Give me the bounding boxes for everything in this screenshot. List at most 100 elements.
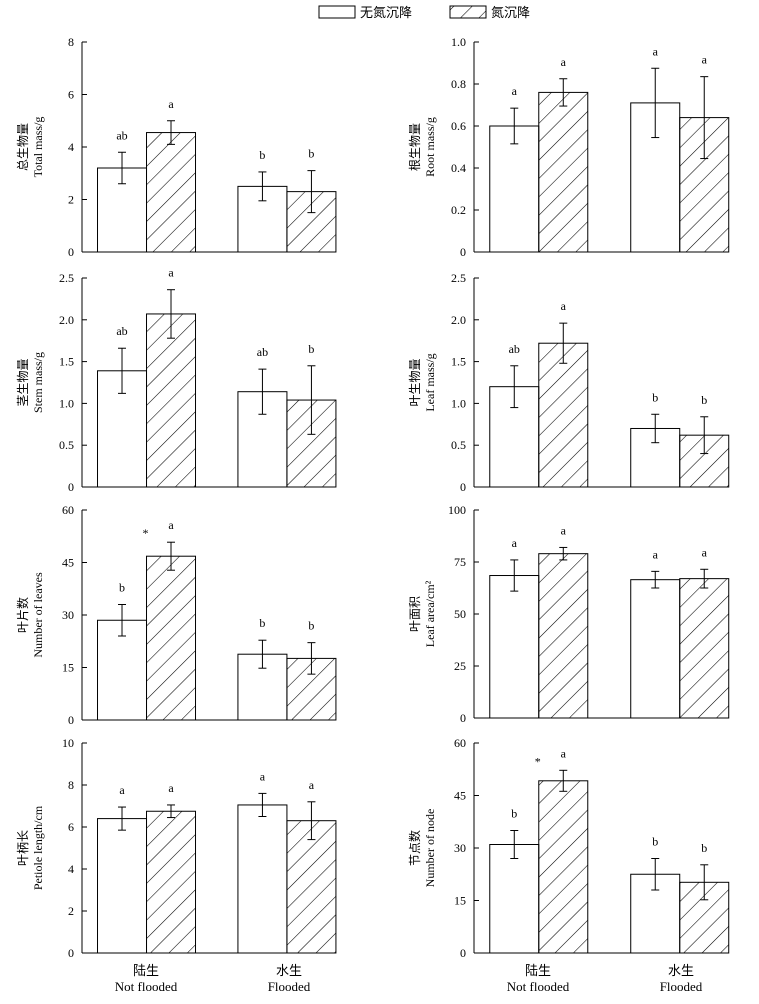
bar-no-nitrogen-flooded bbox=[237, 804, 288, 954]
bar-nitrogen-not-flooded bbox=[538, 91, 589, 253]
bar-no-nitrogen-not-flooded bbox=[489, 125, 540, 253]
x-category-en-flooded-right: Flooded bbox=[660, 979, 703, 994]
y-axis-label: 叶生物量Leaf mass/g bbox=[408, 353, 437, 411]
y-tick-label: 6 bbox=[68, 820, 74, 834]
x-category-cn-not-flooded-right: 陆生 bbox=[525, 963, 551, 978]
significance-letter: a bbox=[168, 266, 174, 280]
y-tick-label: 8 bbox=[68, 778, 74, 792]
bar-no-nitrogen-not-flooded bbox=[489, 575, 540, 719]
significance-letter: ab bbox=[257, 345, 268, 359]
y-tick-label: 30 bbox=[62, 608, 74, 622]
y-axis-label-cn: 根生物量 bbox=[408, 123, 422, 171]
significance-letter: b bbox=[511, 807, 517, 821]
y-tick-label: 2 bbox=[68, 193, 74, 207]
significance-letter: a bbox=[260, 769, 266, 783]
significance-letter: b bbox=[652, 390, 658, 404]
x-category-en-not-flooded-left: Not flooded bbox=[115, 979, 178, 994]
significance-star: * bbox=[143, 526, 149, 540]
y-tick-label: 4 bbox=[68, 862, 74, 876]
significance-letter: a bbox=[168, 518, 174, 532]
panel-b: 0 0.2 0.4 0.6 0.8 1.0 根生物量Root mass/g a a a a bbox=[408, 35, 730, 259]
y-tick-label: 0 bbox=[68, 713, 74, 727]
y-tick-label: 15 bbox=[62, 661, 74, 675]
bar-nitrogen-not-flooded bbox=[538, 553, 589, 719]
y-tick-label: 0.4 bbox=[451, 161, 466, 175]
y-tick-label: 2.0 bbox=[59, 313, 74, 327]
y-tick-label: 0 bbox=[460, 711, 466, 725]
y-tick-label: 0 bbox=[68, 480, 74, 494]
y-tick-label: 2.5 bbox=[451, 271, 466, 285]
y-tick-label: 0.5 bbox=[59, 438, 74, 452]
x-category-cn-not-flooded-left: 陆生 bbox=[133, 963, 159, 978]
y-tick-label: 100 bbox=[448, 503, 466, 517]
y-tick-label: 0 bbox=[460, 946, 466, 960]
panel-h: 0 15 30 45 60 节点数Number of node b a * b b bbox=[407, 736, 730, 960]
y-axis-label-cn: 叶柄长 bbox=[16, 830, 30, 866]
bar-nitrogen-flooded bbox=[286, 820, 337, 954]
y-tick-label: 0.5 bbox=[451, 438, 466, 452]
y-axis-label: 节点数Number of node bbox=[407, 809, 437, 888]
significance-letter: ab bbox=[116, 324, 127, 338]
x-category-cn-flooded-right: 水生 bbox=[668, 963, 694, 978]
y-tick-label: 50 bbox=[454, 607, 466, 621]
significance-letter: b bbox=[701, 393, 707, 407]
significance-letter: a bbox=[702, 545, 708, 559]
significance-letter: ab bbox=[116, 128, 127, 142]
legend-swatch-no-nitrogen bbox=[318, 5, 356, 19]
y-axis-label-en: Leaf area/cm² bbox=[423, 580, 437, 647]
significance-letter: a bbox=[561, 746, 567, 760]
significance-letter: b bbox=[308, 342, 314, 356]
significance-letter: a bbox=[561, 55, 567, 69]
bar-no-nitrogen-not-flooded bbox=[97, 619, 148, 721]
x-axis-labels-left: 陆生 Not flooded 水生 Flooded bbox=[115, 963, 311, 994]
significance-letter: b bbox=[259, 148, 265, 162]
y-tick-label: 15 bbox=[454, 894, 466, 908]
y-axis-label: 叶柄长Petiole length/cm bbox=[16, 805, 45, 890]
panel-g: 0 2 4 6 8 10 叶柄长Petiole length/cm a a a a bbox=[16, 736, 337, 960]
y-axis-label-en: Number of node bbox=[423, 809, 437, 888]
y-tick-label: 0.6 bbox=[451, 119, 466, 133]
significance-letter: b bbox=[119, 581, 125, 595]
y-tick-label: 30 bbox=[454, 841, 466, 855]
y-axis-label-cn: 总生物量 bbox=[16, 123, 30, 171]
y-tick-label: 2.5 bbox=[59, 271, 74, 285]
y-axis-label-cn: 茎生物量 bbox=[16, 358, 30, 406]
y-axis-label-en: Leaf mass/g bbox=[423, 353, 437, 411]
y-tick-label: 0 bbox=[460, 245, 466, 259]
significance-letter: b bbox=[701, 841, 707, 855]
y-tick-label: 45 bbox=[454, 789, 466, 803]
significance-letter: a bbox=[512, 536, 518, 550]
y-tick-label: 1.0 bbox=[451, 396, 466, 410]
bar-nitrogen-not-flooded bbox=[146, 555, 197, 721]
significance-letter: a bbox=[653, 44, 659, 58]
bar-no-nitrogen-flooded bbox=[630, 579, 681, 719]
significance-letter: b bbox=[259, 616, 265, 630]
y-axis-label: 根生物量Root mass/g bbox=[408, 117, 437, 177]
bar-nitrogen-flooded bbox=[679, 578, 730, 719]
y-tick-label: 1.0 bbox=[59, 396, 74, 410]
y-axis-label-cn: 叶面积 bbox=[408, 596, 422, 632]
y-tick-label: 2.0 bbox=[451, 313, 466, 327]
y-tick-label: 6 bbox=[68, 88, 74, 102]
legend: 无氮沉降 氮沉降 bbox=[318, 5, 530, 20]
significance-letter: ab bbox=[509, 342, 520, 356]
y-axis-label: 茎生物量Stem mass/g bbox=[16, 352, 45, 413]
legend-label-no-nitrogen: 无氮沉降 bbox=[360, 5, 412, 20]
y-tick-label: 0.2 bbox=[451, 203, 466, 217]
bar-no-nitrogen-not-flooded bbox=[97, 818, 148, 954]
significance-letter: b bbox=[308, 147, 314, 161]
significance-letter: a bbox=[119, 783, 125, 797]
significance-star: * bbox=[535, 754, 541, 768]
y-axis-label-en: Stem mass/g bbox=[31, 352, 45, 413]
bar-nitrogen-not-flooded bbox=[538, 780, 589, 954]
x-category-cn-flooded-left: 水生 bbox=[276, 963, 302, 978]
significance-letter: a bbox=[309, 778, 315, 792]
y-axis-label-en: Petiole length/cm bbox=[31, 805, 45, 890]
y-axis-label-cn: 节点数 bbox=[407, 830, 422, 866]
y-tick-label: 25 bbox=[454, 659, 466, 673]
y-tick-label: 0 bbox=[460, 480, 466, 494]
y-tick-label: 1.5 bbox=[59, 355, 74, 369]
